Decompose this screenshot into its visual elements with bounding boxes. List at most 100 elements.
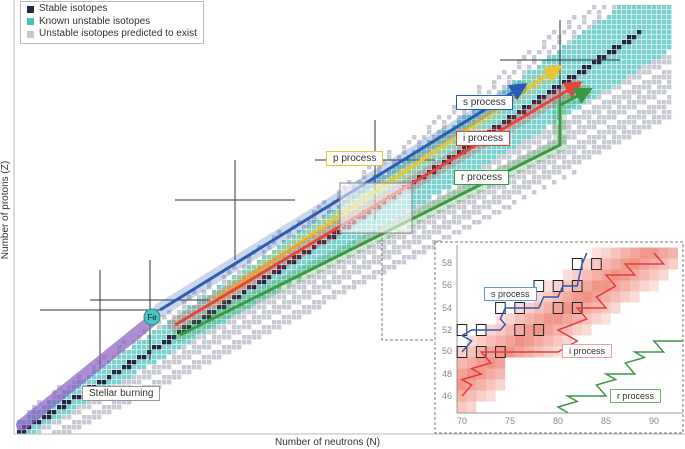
stable-cell [177, 330, 182, 335]
predicted-cell [552, 130, 557, 135]
predicted-cell [572, 150, 577, 155]
predicted-cell [417, 250, 422, 255]
predicted-cell [572, 170, 577, 175]
known-unstable-cell [522, 135, 527, 140]
known-unstable-cell [477, 165, 482, 170]
known-unstable-cell [247, 290, 252, 295]
known-unstable-cell [112, 360, 117, 365]
stable-cell [557, 85, 562, 90]
known-unstable-cell [122, 370, 127, 375]
predicted-cell [362, 265, 367, 270]
known-unstable-cell [552, 120, 557, 125]
predicted-cell [532, 55, 537, 60]
predicted-cell [597, 120, 602, 125]
predicted-cell [597, 110, 602, 115]
predicted-cell [642, 80, 647, 85]
predicted-cell [502, 185, 507, 190]
predicted-cell [342, 285, 347, 290]
i-process-cell [658, 269, 669, 281]
known-unstable-cell [632, 60, 637, 65]
predicted-cell [317, 290, 322, 295]
predicted-cell [442, 125, 447, 130]
predicted-cell [412, 230, 417, 235]
known-unstable-cell [197, 330, 202, 335]
known-unstable-cell [452, 140, 457, 145]
predicted-cell [297, 220, 302, 225]
predicted-cell [562, 150, 567, 155]
known-unstable-cell [637, 45, 642, 50]
predicted-cell [397, 250, 402, 255]
predicted-cell [447, 220, 452, 225]
known-unstable-cell [182, 340, 187, 345]
predicted-cell [157, 320, 162, 325]
stable-cell [167, 335, 172, 340]
known-unstable-cell [527, 130, 532, 135]
known-unstable-cell [442, 140, 447, 145]
predicted-cell [337, 275, 342, 280]
predicted-cell [607, 140, 612, 145]
predicted-cell [417, 225, 422, 230]
predicted-cell [427, 230, 432, 235]
known-unstable-cell [612, 60, 617, 65]
known-unstable-cell [597, 65, 602, 70]
predicted-cell [557, 155, 562, 160]
i-process-cell [534, 313, 544, 325]
predicted-cell [387, 250, 392, 255]
predicted-cell [247, 325, 252, 330]
known-unstable-cell [467, 150, 472, 155]
predicted-cell [567, 160, 572, 165]
predicted-cell [432, 245, 437, 250]
inset-chart [456, 245, 683, 414]
known-unstable-cell [527, 80, 532, 85]
predicted-cell [562, 135, 567, 140]
known-unstable-cell [257, 265, 262, 270]
known-unstable-cell [412, 160, 417, 165]
known-unstable-cell [562, 50, 567, 55]
known-unstable-cell [267, 280, 272, 285]
known-unstable-cell [622, 25, 627, 30]
predicted-cell [642, 110, 647, 115]
predicted-cell [482, 205, 487, 210]
predicted-cell [222, 345, 227, 350]
stable-cell [72, 395, 77, 400]
known-unstable-cell [487, 145, 492, 150]
predicted-cell [617, 95, 622, 100]
known-unstable-cell [597, 25, 602, 30]
predicted-cell [552, 160, 557, 165]
predicted-cell [547, 145, 552, 150]
known-unstable-cell [537, 125, 542, 130]
known-unstable-cell [157, 330, 162, 335]
known-unstable-cell [387, 175, 392, 180]
predicted-cell [417, 205, 422, 210]
known-unstable-cell [307, 245, 312, 250]
predicted-cell [522, 175, 527, 180]
zoom-connector [381, 233, 435, 341]
predicted-cell [302, 295, 307, 300]
predicted-cell [607, 105, 612, 110]
predicted-cell [617, 110, 622, 115]
known-unstable-cell [642, 20, 647, 25]
known-unstable-cell [472, 165, 477, 170]
known-unstable-cell [647, 45, 652, 50]
known-unstable-cell [652, 35, 657, 40]
known-unstable-cell [92, 375, 97, 380]
known-unstable-cell [527, 75, 532, 80]
legend-label: Stable isotopes [39, 3, 108, 14]
predicted-cell [467, 215, 472, 220]
known-unstable-cell [602, 80, 607, 85]
inset-y-tick: 52 [442, 325, 453, 335]
predicted-cell [657, 80, 662, 85]
stable-cell [312, 245, 317, 250]
predicted-cell [652, 75, 657, 80]
i-process-cell [620, 280, 630, 292]
predicted-cell [517, 175, 522, 180]
known-unstable-cell [207, 305, 212, 310]
legend-label: Unstable isotopes predicted to exist [39, 28, 197, 39]
predicted-cell [112, 400, 117, 405]
predicted-cell [322, 200, 327, 205]
predicted-cell [497, 155, 502, 160]
predicted-cell [602, 90, 607, 95]
predicted-cell [267, 245, 272, 250]
predicted-cell [392, 265, 397, 270]
known-unstable-cell [217, 290, 222, 295]
